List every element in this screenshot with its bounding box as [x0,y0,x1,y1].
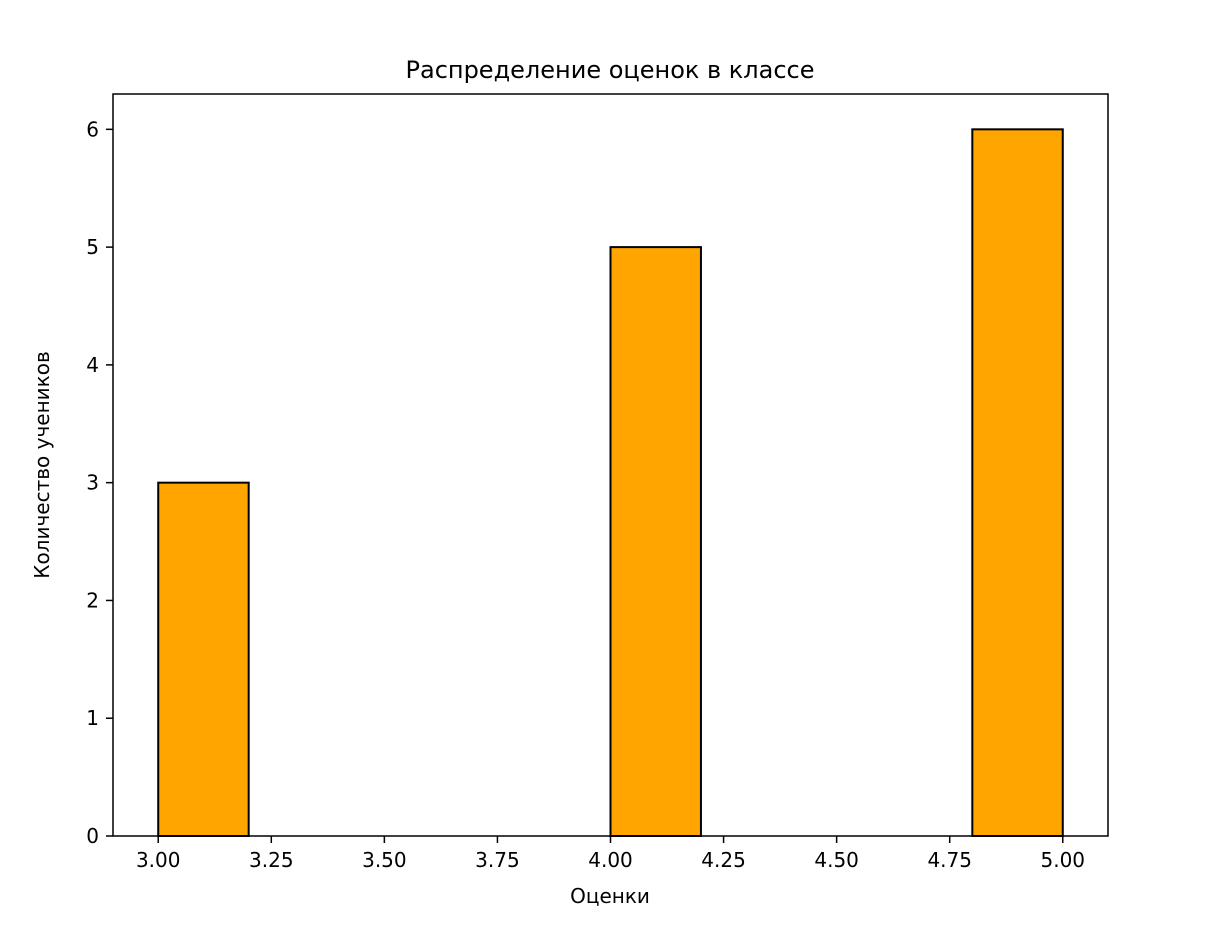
chart-title: Распределение оценок в классе [405,56,815,84]
x-tick-label: 3.00 [136,848,181,872]
y-tick-label: 0 [86,824,99,848]
x-axis-label: Оценки [570,884,650,908]
x-tick-label: 3.75 [475,848,520,872]
y-tick-label: 5 [86,235,99,259]
x-tick-label: 4.75 [927,848,972,872]
y-tick-label: 3 [86,471,99,495]
bar [971,128,1064,838]
y-tick-label: 2 [86,588,99,612]
y-tick-label: 1 [86,706,99,730]
x-tick-label: 3.25 [249,848,294,872]
x-tick-label: 4.50 [814,848,859,872]
x-tick-label: 4.00 [588,848,633,872]
y-tick-label: 4 [86,353,99,377]
y-axis-label: Количество учеников [30,351,54,579]
x-tick-label: 3.50 [362,848,407,872]
bar [157,481,250,837]
y-tick-label: 6 [86,117,99,141]
x-tick-label: 4.25 [701,848,746,872]
x-tick-label: 5.00 [1041,848,1086,872]
bar [609,246,702,838]
